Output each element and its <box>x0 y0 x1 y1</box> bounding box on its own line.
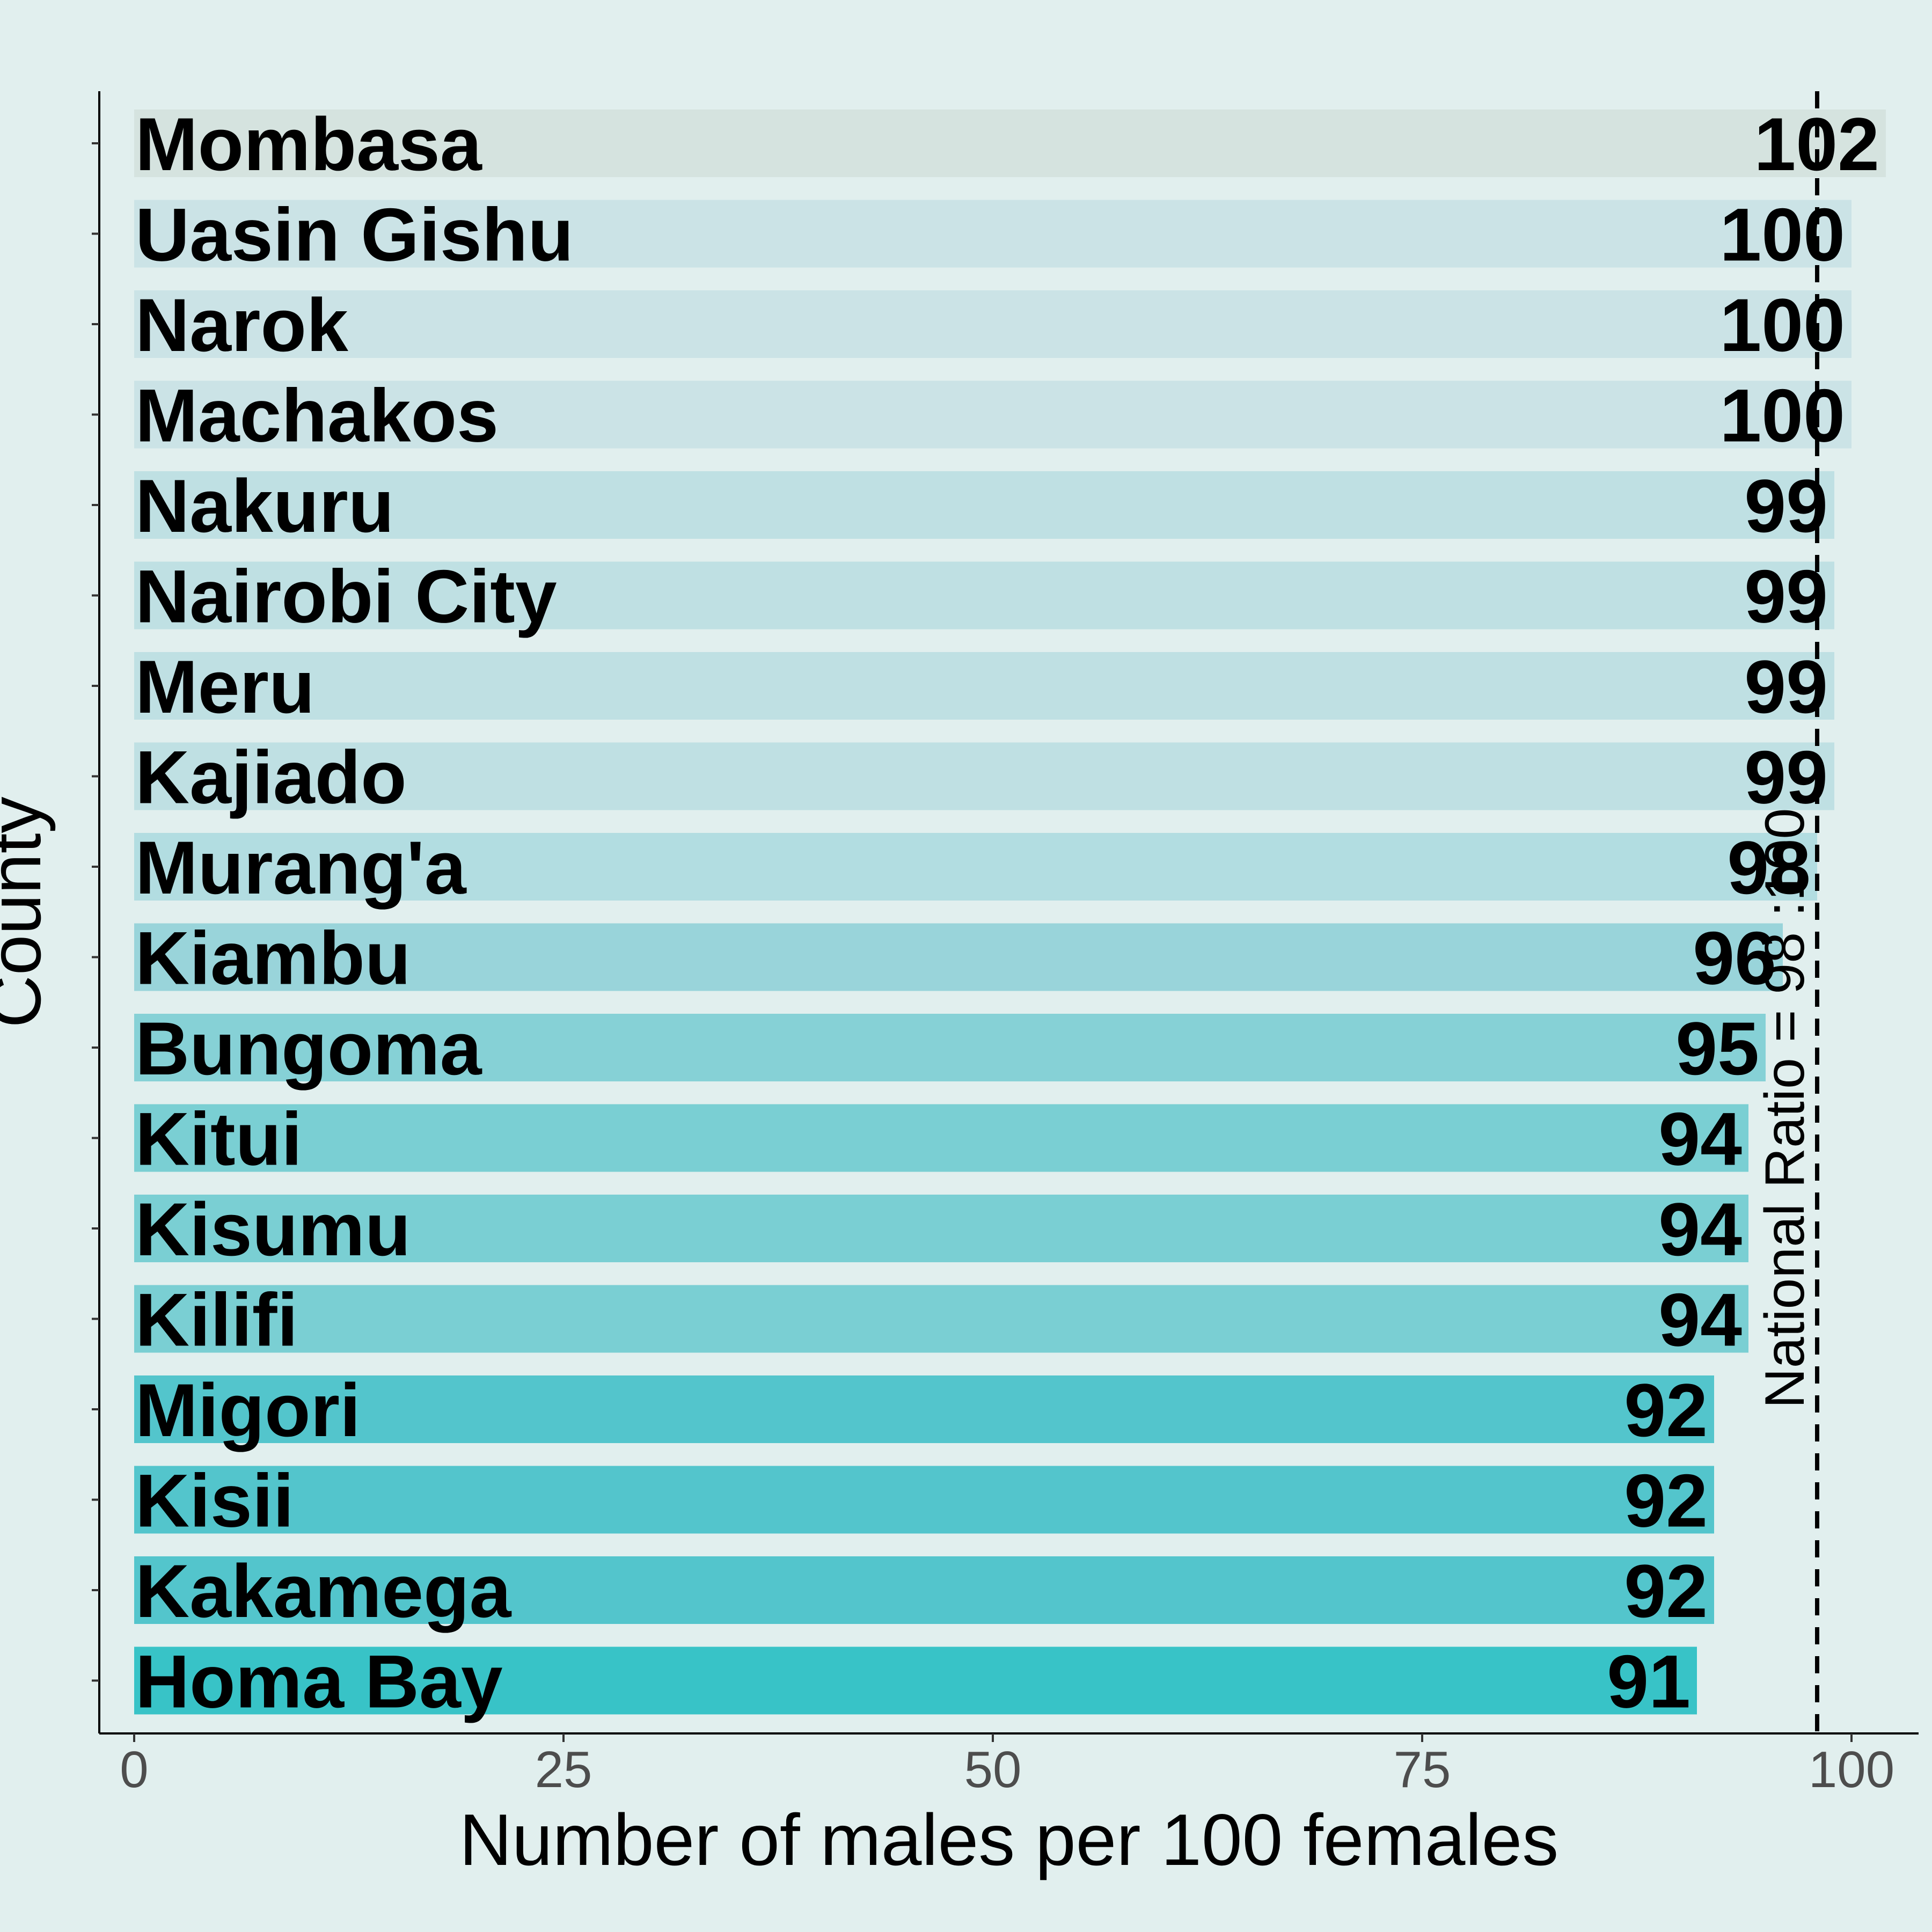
county-label: Meru <box>135 645 314 729</box>
x-tick-label: 100 <box>1809 1741 1894 1798</box>
bar <box>134 833 1817 901</box>
bar <box>134 290 1851 358</box>
value-label: 96 <box>1693 916 1776 1000</box>
x-tick-label: 50 <box>964 1741 1022 1798</box>
value-label: 92 <box>1624 1459 1708 1543</box>
bar <box>134 561 1834 630</box>
labels-layer: Mombasa 102 Uasin Gishu 100 Narok 100 Machakos… <box>135 102 1879 1724</box>
bar <box>134 742 1834 810</box>
x-axis-title: Number of males per 100 females <box>459 1799 1559 1880</box>
value-label: 92 <box>1624 1368 1708 1452</box>
value-label: 94 <box>1658 1097 1742 1181</box>
ticks-layer: 0 25 50 75 100 <box>92 142 1894 1798</box>
county-label: Nakuru <box>135 464 394 548</box>
county-label: Kilifi <box>135 1278 298 1362</box>
bar <box>134 1014 1766 1081</box>
bar <box>134 471 1834 539</box>
value-label: 99 <box>1744 554 1828 639</box>
bar <box>134 109 1886 177</box>
county-label: Uasin Gishu <box>135 193 574 277</box>
county-label: Kajiado <box>135 735 407 819</box>
value-label: 99 <box>1744 645 1828 729</box>
value-label: 94 <box>1658 1187 1742 1271</box>
county-label: Narok <box>135 283 348 367</box>
bar <box>134 380 1851 449</box>
national-ratio-label: National Ratio = 98 :100 <box>1754 808 1816 1409</box>
county-label: Kiambu <box>135 916 411 1000</box>
county-label: Nairobi City <box>135 554 557 639</box>
value-label: 98 <box>1727 825 1811 910</box>
county-label: Migori <box>135 1368 361 1452</box>
county-label: Bungoma <box>135 1006 482 1091</box>
bar <box>134 1104 1748 1172</box>
county-label: Homa Bay <box>135 1640 503 1724</box>
bar <box>134 652 1834 720</box>
bar <box>134 200 1851 268</box>
value-label: 99 <box>1744 464 1828 548</box>
x-tick-label: 25 <box>535 1741 592 1798</box>
bars-layer <box>134 109 1886 1715</box>
bar <box>134 1466 1714 1534</box>
value-label: 92 <box>1624 1549 1708 1633</box>
value-label: 99 <box>1744 735 1828 819</box>
axes-layer <box>98 91 1919 1735</box>
x-tick-label: 75 <box>1394 1741 1451 1798</box>
reference-layer: National Ratio = 98 :100 <box>1754 91 1819 1733</box>
value-label: 91 <box>1607 1640 1690 1724</box>
value-label: 100 <box>1719 193 1845 277</box>
bar <box>134 1285 1748 1353</box>
bar <box>134 1375 1714 1443</box>
county-label: Kisii <box>135 1459 294 1543</box>
bar <box>134 1195 1748 1262</box>
bar <box>134 1646 1697 1715</box>
county-label: Kitui <box>135 1097 302 1181</box>
bar <box>134 923 1783 991</box>
county-label: Kakamega <box>135 1549 512 1633</box>
county-label: Mombasa <box>135 102 482 186</box>
bar <box>134 1556 1714 1624</box>
y-axis-title: County <box>0 797 56 1028</box>
value-label: 95 <box>1675 1006 1759 1091</box>
value-label: 102 <box>1754 102 1879 186</box>
county-label: Murang'a <box>135 825 467 910</box>
county-label: Machakos <box>135 374 499 458</box>
x-tick-label: 0 <box>120 1741 148 1798</box>
value-label: 94 <box>1658 1278 1742 1362</box>
value-label: 100 <box>1719 283 1845 367</box>
county-label: Kisumu <box>135 1187 411 1271</box>
value-label: 100 <box>1719 374 1845 458</box>
